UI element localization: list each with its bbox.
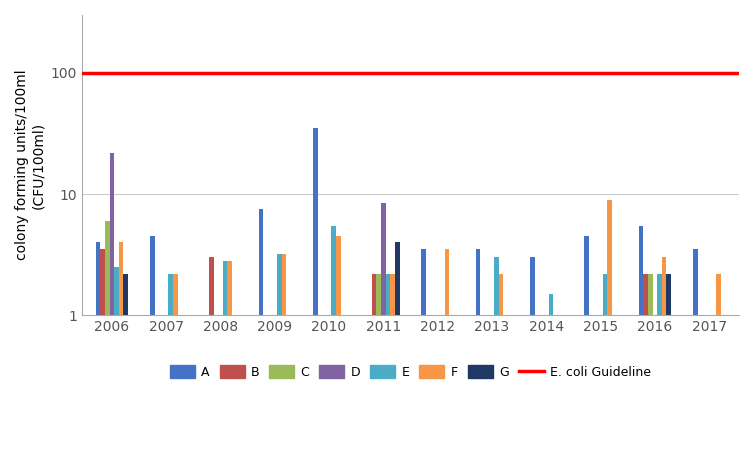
Bar (603, 274, 608, 458)
Bar (716, 274, 721, 458)
Bar (657, 274, 662, 458)
Bar (209, 257, 213, 458)
Bar (495, 257, 499, 458)
Bar (336, 236, 341, 458)
Bar (277, 254, 282, 458)
Bar (549, 294, 553, 458)
Bar (228, 261, 232, 458)
Legend: A, B, C, D, E, F, G, E. coli Guideline: A, B, C, D, E, F, G, E. coli Guideline (165, 360, 656, 384)
Bar (693, 249, 697, 458)
Bar (259, 209, 263, 458)
Bar (119, 242, 124, 458)
Bar (584, 236, 589, 458)
Bar (173, 274, 178, 458)
Bar (114, 267, 119, 458)
Bar (96, 242, 100, 458)
Bar (331, 225, 336, 458)
Bar (313, 128, 317, 458)
Bar (499, 274, 504, 458)
Bar (421, 249, 426, 458)
Bar (124, 274, 128, 458)
Bar (639, 225, 643, 458)
Bar (667, 274, 671, 458)
Bar (376, 274, 381, 458)
Bar (608, 200, 612, 458)
Bar (282, 254, 287, 458)
Y-axis label: colony forming units/100ml
(CFU/100ml): colony forming units/100ml (CFU/100ml) (15, 70, 45, 261)
Bar (150, 236, 155, 458)
Bar (105, 221, 109, 458)
Bar (109, 153, 114, 458)
Bar (168, 274, 173, 458)
Bar (391, 274, 395, 458)
Bar (476, 249, 480, 458)
Bar (648, 274, 652, 458)
Bar (372, 274, 376, 458)
Bar (222, 261, 228, 458)
Bar (395, 242, 400, 458)
Bar (662, 257, 667, 458)
Bar (100, 249, 105, 458)
Bar (381, 202, 385, 458)
Bar (445, 249, 449, 458)
Bar (643, 274, 648, 458)
Bar (385, 274, 391, 458)
Bar (530, 257, 535, 458)
